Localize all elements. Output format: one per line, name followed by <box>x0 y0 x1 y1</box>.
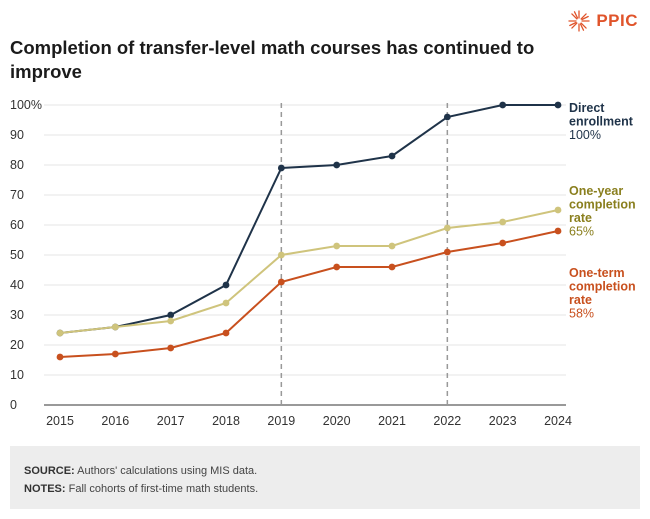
x-tick-label: 2022 <box>433 414 461 428</box>
data-point <box>111 350 119 358</box>
chart-title: Completion of transfer-level math course… <box>10 37 535 82</box>
notes-line: NOTES: Fall cohorts of first-time math s… <box>24 480 628 498</box>
data-point <box>222 281 230 289</box>
data-point <box>167 311 175 319</box>
data-point <box>333 263 341 271</box>
y-tick-label: 100% <box>10 98 42 112</box>
data-point <box>554 206 562 214</box>
data-point <box>277 278 285 286</box>
data-point <box>443 248 451 256</box>
y-tick-label: 90 <box>10 128 24 142</box>
data-point <box>277 164 285 172</box>
data-point <box>56 329 64 337</box>
y-tick-label: 30 <box>10 308 24 322</box>
data-point <box>222 329 230 337</box>
series-line <box>59 209 559 334</box>
series-label: One-year <box>569 184 623 198</box>
data-point <box>388 242 396 250</box>
series-label: rate <box>569 293 592 307</box>
y-tick-label: 40 <box>10 278 24 292</box>
notes-label: NOTES: <box>24 483 66 495</box>
y-tick-label: 50 <box>10 248 24 262</box>
y-tick-label: 80 <box>10 158 24 172</box>
series-end-value: 100% <box>569 128 601 142</box>
data-point <box>167 317 175 325</box>
series-label: rate <box>569 211 592 225</box>
data-point <box>499 101 507 109</box>
logo-text: PPIC <box>596 11 638 30</box>
x-tick-label: 2017 <box>157 414 185 428</box>
series-line <box>59 230 559 358</box>
data-point <box>277 251 285 259</box>
chart-footer: SOURCE: Authors' calculations using MIS … <box>10 446 640 509</box>
y-tick-label: 0 <box>10 398 17 412</box>
x-tick-label: 2016 <box>101 414 129 428</box>
data-point <box>388 263 396 271</box>
y-tick-label: 10 <box>10 368 24 382</box>
data-point <box>554 227 562 235</box>
y-tick-label: 60 <box>10 218 24 232</box>
source-label: SOURCE: <box>24 465 75 477</box>
source-line: SOURCE: Authors' calculations using MIS … <box>24 462 628 480</box>
data-point <box>443 113 451 121</box>
series-label: Direct <box>569 101 605 115</box>
y-tick-label: 20 <box>10 338 24 352</box>
data-point <box>499 218 507 226</box>
data-point <box>333 242 341 250</box>
ppic-logo: PPIC <box>568 10 638 32</box>
data-point <box>443 224 451 232</box>
data-point <box>554 101 562 109</box>
line-chart: 0 10 20 30 40 50 60 70 80 90 100% 2015 2016 2017 2018 2… <box>10 98 636 428</box>
data-point <box>222 299 230 307</box>
data-point <box>111 323 119 331</box>
x-tick-label: 2023 <box>489 414 517 428</box>
x-tick-label: 2020 <box>323 414 351 428</box>
x-tick-label: 2024 <box>544 414 572 428</box>
series-end-value: 65% <box>569 225 594 239</box>
source-text: Authors' calculations using MIS data. <box>74 465 258 477</box>
series-label: One-term <box>569 266 625 280</box>
data-point <box>388 152 396 160</box>
x-tick-label: 2015 <box>46 414 74 428</box>
series-label: completion <box>569 198 636 212</box>
series-line <box>59 104 558 334</box>
x-tick-label: 2018 <box>212 414 240 428</box>
data-point <box>499 239 507 247</box>
sunburst-icon <box>568 10 590 32</box>
series-label: enrollment <box>569 115 634 129</box>
x-tick-label: 2021 <box>378 414 406 428</box>
x-tick-label: 2019 <box>267 414 295 428</box>
y-tick-label: 70 <box>10 188 24 202</box>
data-point <box>167 344 175 352</box>
data-point <box>56 353 64 361</box>
notes-text: Fall cohorts of first-time math students… <box>65 483 259 495</box>
series-end-value: 58% <box>569 307 594 321</box>
series-label: completion <box>569 280 636 294</box>
data-point <box>333 161 341 169</box>
